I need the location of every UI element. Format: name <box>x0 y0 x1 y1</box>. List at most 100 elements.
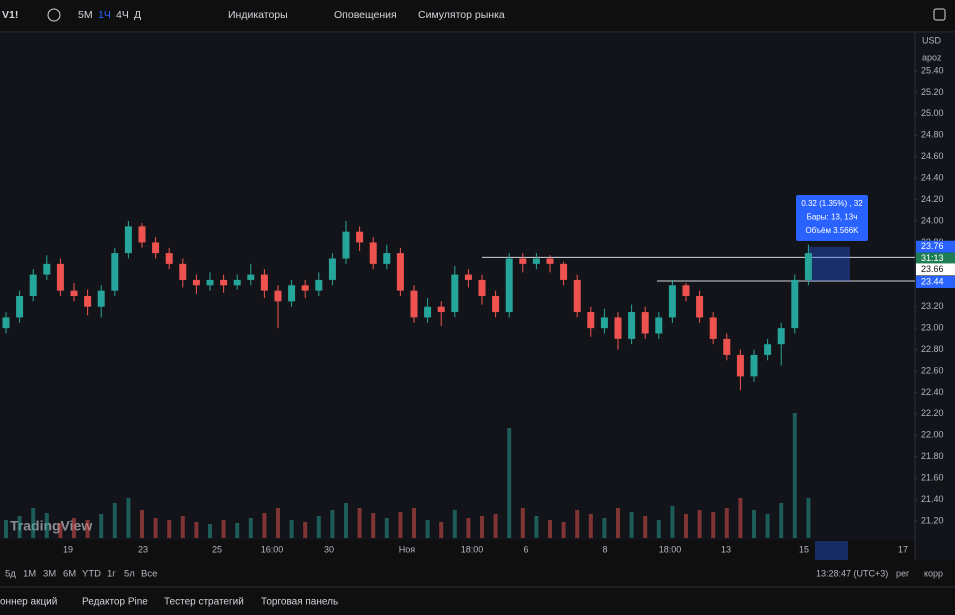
range-button[interactable]: Все <box>141 569 157 580</box>
volume-bar <box>384 518 389 538</box>
range-button[interactable]: YTD <box>82 569 101 580</box>
line-price-bg <box>916 276 955 288</box>
volume-bar <box>629 512 634 538</box>
candle-body <box>124 226 132 254</box>
candle-body <box>84 296 92 307</box>
candle-body <box>206 279 214 286</box>
candle-body <box>519 258 527 264</box>
candle-body <box>709 317 717 339</box>
candle-body <box>492 296 500 313</box>
volume-bar <box>112 503 117 538</box>
candle-body <box>532 258 540 264</box>
y-tick-label: 22.00 <box>921 430 944 440</box>
candle-body <box>791 279 799 329</box>
volume-bar <box>806 498 811 538</box>
alerts-button[interactable]: Оповещения <box>334 9 397 21</box>
y-tick-label: 23.20 <box>921 301 944 311</box>
range-button[interactable]: 1г <box>107 569 116 580</box>
candle-body <box>641 312 649 334</box>
volume-bar <box>140 510 144 538</box>
x-tick-label: 25 <box>212 544 222 554</box>
candle-body <box>804 253 812 280</box>
session[interactable]: рег <box>896 568 910 578</box>
adjust[interactable]: корр <box>924 568 943 578</box>
candle-body <box>2 317 10 329</box>
volume-bar <box>738 498 743 538</box>
candle-body <box>43 263 51 275</box>
interval-button[interactable]: 4Ч <box>116 9 129 21</box>
interval-button[interactable]: Д <box>134 9 141 21</box>
candle-body <box>668 285 676 318</box>
candle-body <box>274 290 282 302</box>
volume-bar <box>248 518 253 538</box>
candle-body <box>97 290 105 307</box>
candle-body <box>750 354 758 377</box>
volume-bar <box>602 518 607 538</box>
candle-body <box>600 317 608 329</box>
volume-bar <box>412 508 416 538</box>
line-price: 23.66 <box>921 264 944 274</box>
range-button[interactable]: 3М <box>43 569 56 580</box>
candle-body <box>437 306 445 313</box>
candle-body <box>736 354 744 377</box>
y-tick-label: 25.20 <box>921 87 944 97</box>
range-button[interactable]: 6М <box>63 569 76 580</box>
footer-tab[interactable]: оннер акций <box>0 597 57 608</box>
candle-body <box>192 279 200 286</box>
candle-body <box>546 258 554 264</box>
volume-bar <box>439 522 444 538</box>
volume-bar <box>44 513 49 538</box>
measure-tooltip <box>796 195 868 241</box>
range-button[interactable]: 5д <box>5 569 16 580</box>
add-symbol-icon[interactable] <box>47 8 61 22</box>
volume-bar <box>616 508 620 538</box>
footer-tab[interactable]: Торговая панель <box>261 597 338 608</box>
volume-bar <box>520 508 525 538</box>
symbol[interactable]: V1! <box>2 9 18 21</box>
candle-body <box>478 279 486 296</box>
volume-bar <box>507 428 512 538</box>
scale-mode[interactable]: apoz <box>922 52 942 62</box>
candle-body <box>655 317 663 334</box>
replay-button[interactable]: Симулятор рынка <box>418 9 505 21</box>
range-button[interactable]: 5л <box>124 569 135 580</box>
indicators-button[interactable]: Индикаторы <box>228 9 288 21</box>
candle-body <box>56 263 64 291</box>
clock: 13:28:47 (UTC+3) <box>816 568 888 578</box>
candle-body <box>328 258 336 280</box>
watermark: TradingView <box>10 518 92 534</box>
interval-button[interactable]: 5М <box>78 9 93 21</box>
footer-tab[interactable]: Редактор Pine <box>82 597 148 608</box>
x-tick-label: 13 <box>721 544 731 554</box>
x-tick-label: 16:00 <box>261 544 284 554</box>
volume-bar <box>548 520 552 538</box>
volume-bar <box>276 508 280 538</box>
countdown: 31:13 <box>921 253 944 263</box>
interval-button[interactable]: 1Ч <box>98 9 111 21</box>
candle-body <box>424 306 432 318</box>
volume-bar <box>452 510 457 538</box>
candle-body <box>315 279 323 291</box>
countdown-bg <box>916 252 955 265</box>
candle-body <box>152 242 160 254</box>
volume-bar <box>765 514 770 538</box>
x-tick-label: 30 <box>324 544 334 554</box>
volume-bar <box>208 524 212 538</box>
measure-text: Объём 3.566K <box>805 226 859 235</box>
volume-bar <box>684 514 688 538</box>
x-tick-label: 15 <box>799 544 809 554</box>
range-button[interactable]: 1М <box>23 569 36 580</box>
fullscreen-icon[interactable] <box>933 8 946 21</box>
candle-body <box>70 290 78 296</box>
candle-body <box>777 328 785 345</box>
footer-tab[interactable]: Тестер стратегий <box>164 597 244 608</box>
volume-bar <box>779 503 784 538</box>
candle-body <box>16 296 24 318</box>
candle-body <box>138 226 146 243</box>
candle-body <box>560 263 568 280</box>
volume-bar <box>697 510 702 538</box>
volume-bar <box>58 523 63 538</box>
x-tick-label: 8 <box>602 544 607 554</box>
currency[interactable]: USD <box>922 35 942 45</box>
